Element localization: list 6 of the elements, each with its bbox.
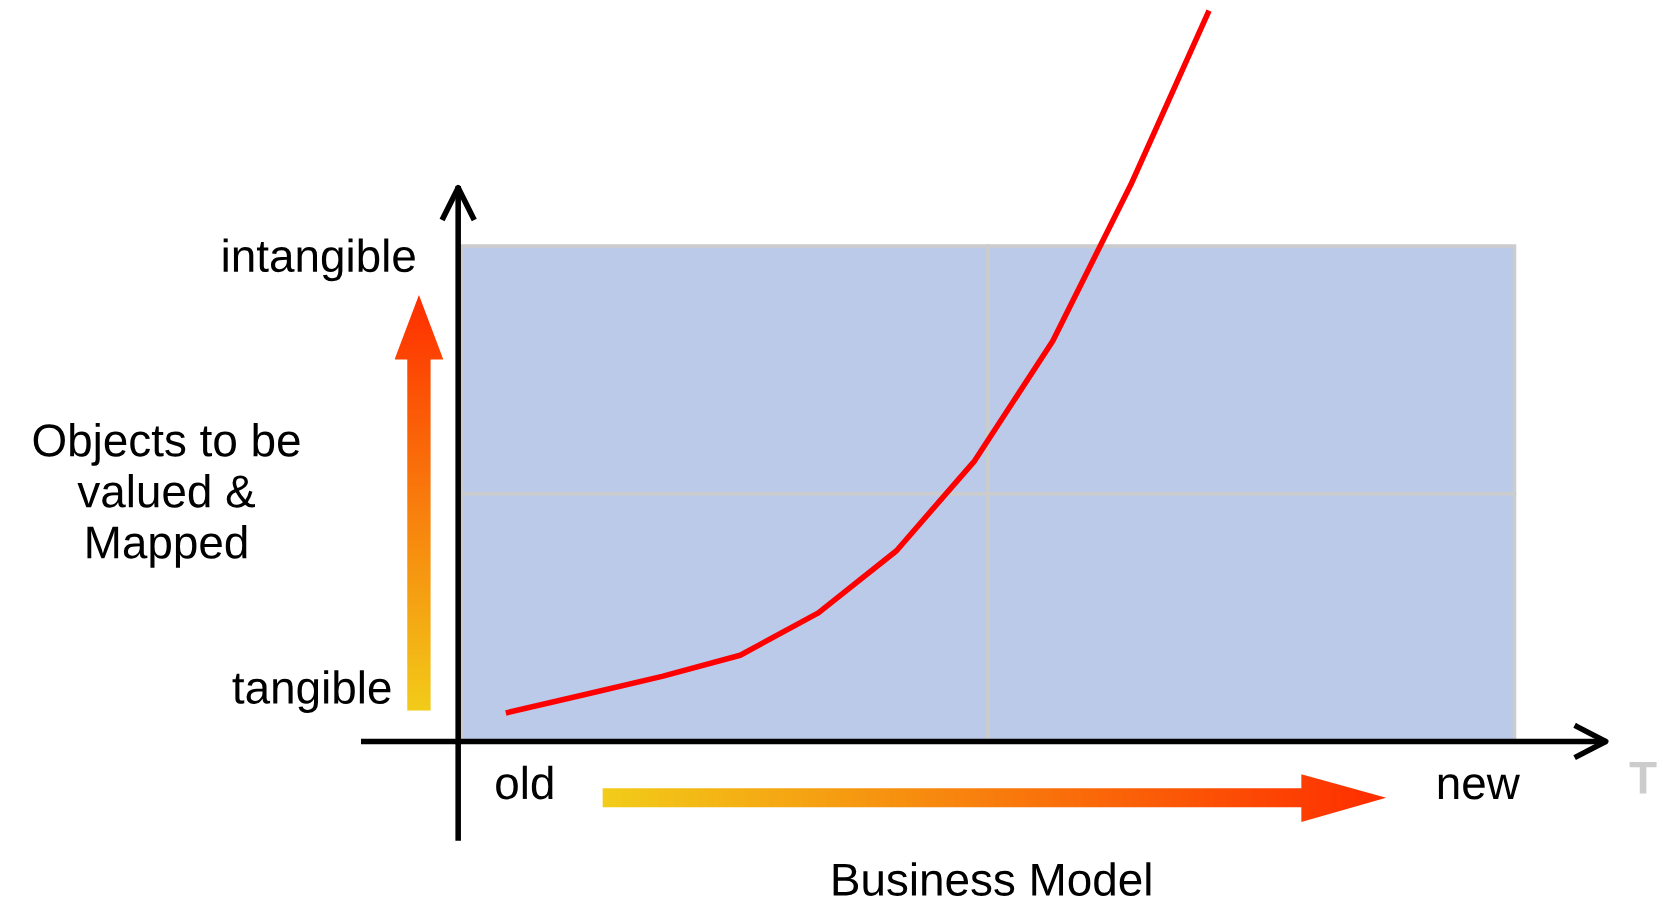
- text: intangible: [223, 238, 415, 282]
- x-axis-title: Business Model: [833, 862, 1151, 896]
- text: new: [1438, 774, 1520, 800]
- text: tangible: [232, 670, 391, 713]
- text: old: [496, 765, 553, 800]
- y-axis-title: Objects to be valued & Mapped: [33, 422, 300, 568]
